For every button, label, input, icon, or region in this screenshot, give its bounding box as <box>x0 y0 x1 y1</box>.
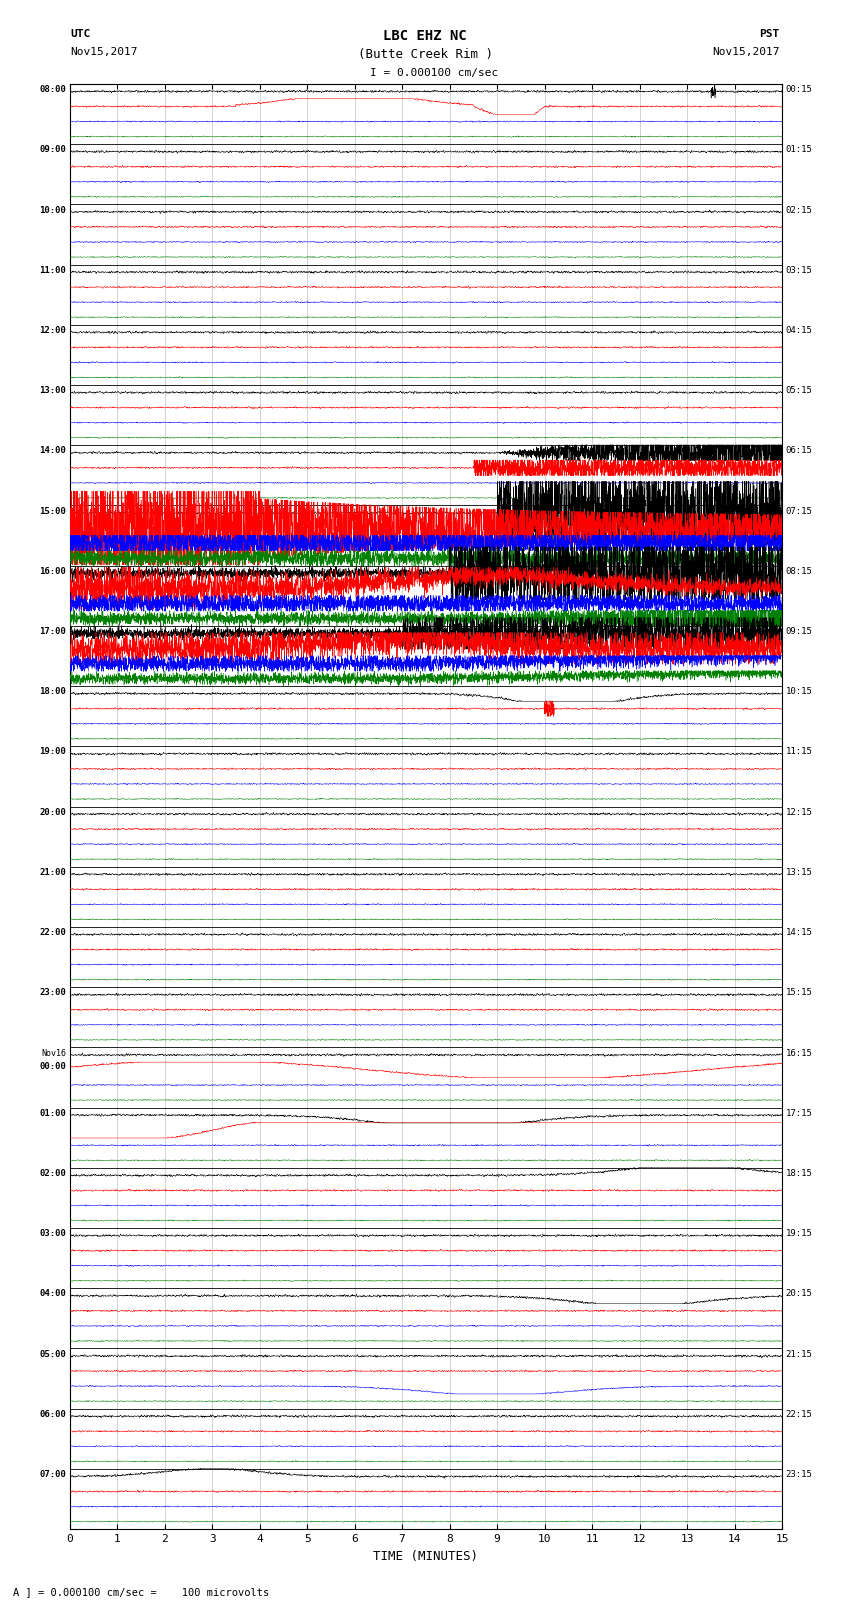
Text: 21:15: 21:15 <box>785 1350 813 1358</box>
Text: 01:00: 01:00 <box>39 1108 66 1118</box>
Text: 01:15: 01:15 <box>785 145 813 155</box>
Text: 11:00: 11:00 <box>39 266 66 274</box>
Text: 00:00: 00:00 <box>39 1063 66 1071</box>
Text: 22:00: 22:00 <box>39 927 66 937</box>
Text: Nov15,2017: Nov15,2017 <box>71 47 138 56</box>
Text: 20:00: 20:00 <box>39 808 66 816</box>
Text: 12:00: 12:00 <box>39 326 66 336</box>
Text: 17:00: 17:00 <box>39 627 66 636</box>
Text: 13:15: 13:15 <box>785 868 813 877</box>
Text: 10:15: 10:15 <box>785 687 813 697</box>
Text: 19:15: 19:15 <box>785 1229 813 1239</box>
Text: 18:00: 18:00 <box>39 687 66 697</box>
Text: 16:15: 16:15 <box>785 1048 813 1058</box>
Text: 07:15: 07:15 <box>785 506 813 516</box>
Text: 18:15: 18:15 <box>785 1169 813 1177</box>
Text: 15:15: 15:15 <box>785 989 813 997</box>
Text: 13:00: 13:00 <box>39 386 66 395</box>
Text: UTC: UTC <box>71 29 91 39</box>
Text: 08:00: 08:00 <box>39 85 66 94</box>
Text: 22:15: 22:15 <box>785 1410 813 1419</box>
Text: I = 0.000100 cm/sec: I = 0.000100 cm/sec <box>370 68 498 77</box>
X-axis label: TIME (MINUTES): TIME (MINUTES) <box>373 1550 479 1563</box>
Text: 21:00: 21:00 <box>39 868 66 877</box>
Text: 15:00: 15:00 <box>39 506 66 516</box>
Text: PST: PST <box>759 29 779 39</box>
Text: 17:15: 17:15 <box>785 1108 813 1118</box>
Text: LBC EHZ NC: LBC EHZ NC <box>383 29 467 44</box>
Text: 16:00: 16:00 <box>39 566 66 576</box>
Text: 09:15: 09:15 <box>785 627 813 636</box>
Text: 06:15: 06:15 <box>785 447 813 455</box>
Text: 04:00: 04:00 <box>39 1289 66 1298</box>
Text: 14:00: 14:00 <box>39 447 66 455</box>
Text: 06:00: 06:00 <box>39 1410 66 1419</box>
Text: 23:00: 23:00 <box>39 989 66 997</box>
Text: 02:00: 02:00 <box>39 1169 66 1177</box>
Text: 20:15: 20:15 <box>785 1289 813 1298</box>
Text: 14:15: 14:15 <box>785 927 813 937</box>
Text: 19:00: 19:00 <box>39 747 66 756</box>
Text: 23:15: 23:15 <box>785 1469 813 1479</box>
Text: 04:15: 04:15 <box>785 326 813 336</box>
Text: 09:00: 09:00 <box>39 145 66 155</box>
Text: 08:15: 08:15 <box>785 566 813 576</box>
Text: 10:00: 10:00 <box>39 205 66 215</box>
Text: Nov15,2017: Nov15,2017 <box>712 47 779 56</box>
Text: 11:15: 11:15 <box>785 747 813 756</box>
Text: (Butte Creek Rim ): (Butte Creek Rim ) <box>358 48 492 61</box>
Text: 05:15: 05:15 <box>785 386 813 395</box>
Text: 12:15: 12:15 <box>785 808 813 816</box>
Text: 03:15: 03:15 <box>785 266 813 274</box>
Text: 03:00: 03:00 <box>39 1229 66 1239</box>
Text: 00:15: 00:15 <box>785 85 813 94</box>
Text: 05:00: 05:00 <box>39 1350 66 1358</box>
Text: A ] = 0.000100 cm/sec =    100 microvolts: A ] = 0.000100 cm/sec = 100 microvolts <box>13 1587 269 1597</box>
Text: 07:00: 07:00 <box>39 1469 66 1479</box>
Text: Nov16: Nov16 <box>41 1048 66 1058</box>
Text: 02:15: 02:15 <box>785 205 813 215</box>
